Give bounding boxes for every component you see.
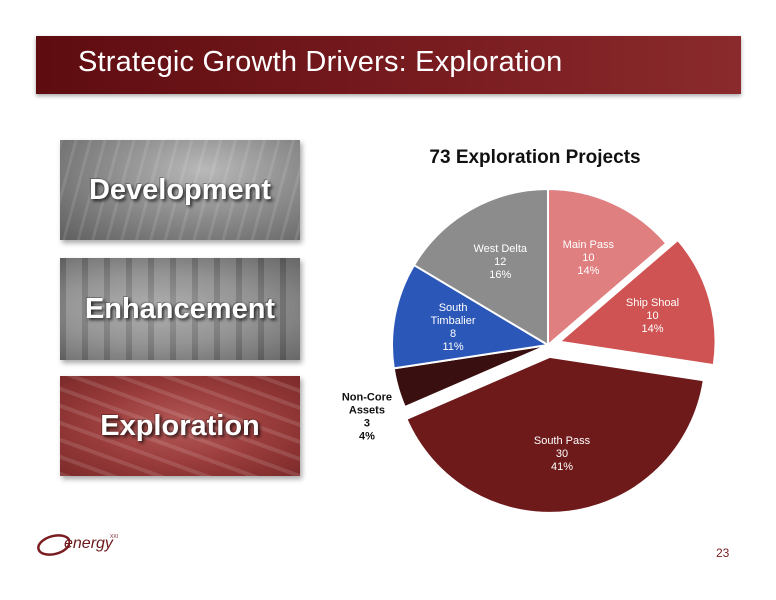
energy-xxi-logo: energy XXI: [30, 528, 140, 562]
development-tile: Development: [60, 140, 300, 240]
slice-label-south-timbalier: South Timbalier 8 11%: [431, 302, 476, 353]
chart-title: 73 Exploration Projects: [429, 147, 641, 168]
pie-slice-ship-shoal: [557, 238, 717, 367]
slice-label-south-pass: South Pass 30 41%: [534, 435, 591, 473]
slice-label-non-core-assets: Non-Core Assets 3 4%: [342, 392, 392, 443]
exploration-tile: Exploration: [60, 376, 300, 476]
logo-wordmark: energy: [64, 535, 113, 552]
pie-slice-west-delta: [412, 187, 549, 347]
exploration-label: Exploration: [100, 409, 260, 442]
pie-slice-south-pass: [405, 355, 705, 514]
logo-superscript: XXI: [110, 534, 119, 540]
slide-title: Strategic Growth Drivers: Exploration: [78, 46, 563, 78]
page-number: 23: [716, 546, 730, 560]
enhancement-tile: Enhancement: [60, 258, 300, 360]
slice-label-main-pass: Main Pass 10 14%: [563, 239, 615, 277]
swoosh-icon: [37, 534, 71, 556]
development-label: Development: [88, 173, 272, 206]
slice-label-ship-shoal: Ship Shoal 10 14%: [626, 297, 679, 335]
title-bar: Strategic Growth Drivers: Exploration: [36, 36, 741, 94]
enhancement-label: Enhancement: [84, 292, 276, 325]
slice-label-west-delta: West Delta 12 16%: [473, 243, 527, 281]
pie-slice-main-pass: [547, 187, 668, 348]
pie-slice-south-timbalier: [391, 263, 551, 370]
